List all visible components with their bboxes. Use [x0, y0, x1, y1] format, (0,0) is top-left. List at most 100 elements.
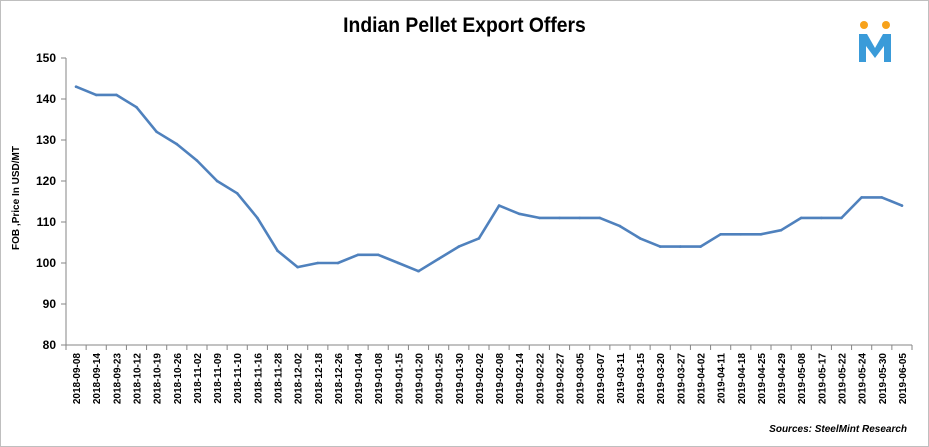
x-tick-label: 2018-10-26: [173, 353, 184, 405]
y-tick-label: 110: [37, 215, 57, 229]
data-point: [74, 85, 78, 88]
data-point: [195, 159, 199, 162]
data-point: [658, 245, 662, 248]
x-tick-label: 2018-11-10: [233, 353, 244, 404]
x-tick-label: 2019-03-05: [576, 353, 587, 405]
data-point: [618, 224, 622, 228]
data-point: [840, 216, 843, 220]
x-tick-label: 2019-01-04: [354, 353, 365, 405]
y-tick-label: 130: [36, 133, 56, 147]
data-point: [598, 216, 602, 220]
y-tick-label: 80: [43, 338, 57, 352]
x-tick-label: 2018-12-26: [334, 353, 345, 405]
x-tick-label: 2018-11-09: [213, 353, 224, 404]
data-point: [437, 257, 440, 261]
data-point: [397, 261, 400, 265]
series-layer: [74, 85, 904, 273]
x-tick-label: 2019-01-15: [394, 353, 405, 405]
x-tick-label: 2019-04-18: [737, 353, 748, 405]
x-tick-label: 2019-04-02: [697, 353, 708, 405]
x-tick-label: 2019-03-11: [616, 353, 627, 404]
data-point: [759, 233, 763, 236]
x-tick-label: 2019-05-22: [838, 353, 849, 405]
data-point: [679, 245, 682, 248]
data-point: [296, 265, 299, 269]
data-point: [779, 228, 783, 232]
x-axis: 2018-09-08 2018-09-14 2018-09-23 2018-10-12…: [65, 344, 913, 405]
y-tick-label: 150: [36, 51, 56, 65]
data-point: [880, 196, 884, 199]
data-point: [900, 204, 904, 207]
data-point: [215, 179, 219, 183]
logo-dot-right: [882, 21, 890, 29]
y-tick-label: 100: [36, 256, 56, 270]
x-tick-label: 2019-01-30: [455, 353, 466, 405]
x-tick-label: 2019-03-15: [636, 353, 647, 405]
x-tick-label: 2018-12-02: [294, 353, 305, 405]
x-tick-label: 2019-02-27: [556, 353, 567, 405]
x-tick-label: 2019-02-02: [475, 353, 486, 405]
x-tick-label: 2018-10-12: [133, 353, 144, 405]
data-point: [497, 204, 501, 207]
x-tick-label: 2019-05-24: [858, 353, 869, 405]
chart-title: Indian Pellet Export Offers: [343, 14, 586, 37]
data-point: [517, 212, 521, 216]
data-point: [558, 216, 561, 220]
data-point: [820, 216, 823, 220]
x-tick-label: 2019-02-22: [535, 353, 546, 405]
x-tick-label: 2018-11-28: [274, 353, 285, 404]
x-tick-label: 2018-09-08: [72, 353, 83, 405]
x-tick-label: 2018-11-02: [193, 353, 204, 404]
x-tick-label: 2019-06-05: [898, 353, 909, 405]
x-tick-label: 2019-04-25: [757, 353, 768, 405]
x-tick-label: 2019-03-07: [596, 353, 607, 405]
data-point: [638, 237, 642, 240]
x-tick-label: 2019-03-27: [676, 353, 687, 405]
x-tick-label: 2018-09-14: [92, 353, 103, 405]
x-tick-label: 2019-02-08: [495, 353, 506, 405]
x-tick-label: 2019-01-25: [435, 353, 446, 405]
data-point: [235, 192, 239, 195]
data-point: [356, 253, 360, 257]
data-point: [417, 269, 420, 273]
x-tick-label: 2018-12-18: [314, 353, 325, 405]
data-point: [719, 233, 722, 236]
x-tick-label: 2019-04-11: [717, 353, 728, 404]
data-point: [155, 130, 158, 134]
logo-dot-left: [860, 21, 868, 29]
data-point: [860, 196, 863, 199]
logo-m-shape: [859, 34, 891, 62]
data-point: [477, 237, 481, 240]
y-tick-label: 90: [43, 297, 57, 311]
source-note: Sources: SteelMint Research: [769, 424, 907, 435]
data-point: [276, 249, 279, 252]
data-point: [336, 261, 340, 265]
data-point: [799, 216, 803, 220]
y-tick-label: 120: [36, 174, 56, 188]
series-line: [74, 85, 904, 273]
data-point: [256, 216, 259, 220]
data-point: [457, 245, 461, 248]
data-point: [376, 253, 380, 257]
x-tick-label: 2019-01-08: [374, 353, 385, 405]
x-tick-label: 2019-01-20: [415, 353, 426, 405]
data-point: [135, 105, 138, 109]
x-tick-label: 2019-03-20: [656, 353, 667, 405]
y-axis: 80 90 100 110 120 130 140 150: [36, 51, 67, 352]
data-point: [175, 142, 179, 146]
y-axis-label: FOB ,Price In USD/MT: [11, 146, 22, 250]
data-point: [538, 216, 541, 220]
x-tick-label: 2018-09-23: [112, 353, 123, 405]
data-point: [739, 233, 743, 236]
data-point: [578, 216, 581, 220]
data-point: [699, 245, 702, 248]
x-tick-label: 2019-02-14: [515, 353, 526, 405]
x-tick-label: 2019-04-29: [777, 353, 788, 405]
x-tick-label: 2019-05-30: [878, 353, 889, 405]
data-point: [316, 261, 320, 265]
x-tick-label: 2019-05-17: [817, 353, 828, 405]
y-tick-label: 140: [36, 92, 56, 106]
steelmint-logo: [856, 18, 896, 66]
